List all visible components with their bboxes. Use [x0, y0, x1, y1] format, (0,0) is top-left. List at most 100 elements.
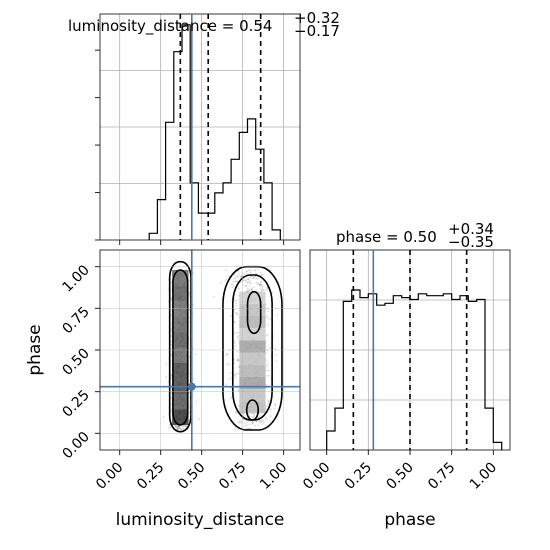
scatter-point — [250, 288, 253, 291]
scatter-point — [245, 270, 248, 273]
x-tick-label: 1.00 — [257, 460, 290, 493]
scatter-point — [176, 424, 179, 427]
scatter-point — [256, 283, 259, 286]
scatter-point — [255, 281, 258, 284]
y-tick-label: 0.00 — [59, 429, 92, 462]
scatter-point — [249, 271, 252, 274]
scatter-point — [227, 363, 230, 366]
joint-posterior-panel: 0.00 0.25 0.50 0.75 1.000.000.250.500.751.00 — [59, 249, 301, 493]
scatter-point — [248, 282, 251, 285]
x-tick-label: 0.50 — [383, 460, 416, 493]
scatter-point — [195, 400, 198, 403]
scatter-point — [237, 331, 240, 334]
scatter-point — [254, 269, 257, 272]
scatter-point — [179, 427, 182, 430]
scatter-point — [188, 279, 191, 282]
scatter-point — [244, 285, 247, 288]
scatter-point — [212, 295, 215, 298]
scatter-point — [165, 362, 168, 365]
scatter-point — [264, 417, 267, 420]
y-tick-label: 0.25 — [59, 387, 92, 420]
density-cell-right — [239, 303, 266, 316]
scatter-point — [258, 416, 261, 419]
scatter-point — [248, 289, 251, 291]
scatter-point — [236, 313, 239, 316]
x-tick-label: 0.50 — [175, 460, 208, 493]
x-tick-label: 0.00 — [300, 460, 333, 493]
scatter-point — [188, 308, 191, 311]
scatter-point — [252, 417, 255, 420]
scatter-point — [235, 275, 238, 278]
scatter-point — [276, 313, 279, 316]
scatter-point — [245, 424, 248, 427]
density-cell-left — [172, 270, 189, 286]
density-cell-left — [172, 409, 189, 425]
scatter-point — [266, 317, 269, 319]
density-cell-left — [172, 301, 189, 317]
scatter-point — [259, 414, 262, 417]
scatter-point — [237, 358, 240, 361]
scatter-point — [250, 288, 253, 291]
scatter-point — [194, 353, 196, 356]
scatter-point — [252, 276, 255, 279]
scatter-point — [251, 288, 253, 291]
density-cell-right — [239, 316, 266, 329]
scatter-point — [225, 383, 228, 386]
scatter-point — [234, 299, 237, 302]
scatter-point — [247, 278, 250, 281]
scatter-point — [268, 419, 271, 422]
scatter-point — [226, 362, 229, 365]
scatter-point — [179, 426, 181, 429]
scatter-point — [271, 292, 274, 294]
scatter-point — [245, 284, 248, 287]
scatter-point — [253, 413, 256, 416]
scatter-point — [230, 315, 233, 318]
density-cell-left — [172, 332, 189, 348]
density-cell-right — [239, 291, 266, 304]
scatter-point — [253, 269, 256, 272]
scatter-point — [176, 427, 179, 429]
scatter-point — [170, 328, 173, 330]
scatter-point — [170, 397, 173, 399]
contour-left-outer — [168, 260, 192, 433]
scatter-point — [266, 363, 269, 366]
scatter-point — [266, 418, 269, 421]
scatter-point — [225, 278, 228, 281]
panel-frame — [99, 13, 301, 241]
scatter-point — [170, 410, 173, 413]
scatter-point — [232, 280, 235, 283]
scatter-point — [226, 353, 229, 356]
scatter-point — [177, 425, 180, 428]
scatter-point — [240, 275, 243, 277]
scatter-point — [234, 280, 237, 283]
scatter-point — [165, 375, 168, 378]
scatter-point — [238, 273, 241, 276]
scatter-point — [260, 288, 262, 290]
scatter-point — [237, 270, 240, 273]
scatter-point — [233, 373, 236, 376]
scatter-point — [274, 404, 277, 407]
scatter-point — [233, 340, 236, 343]
scatter-point — [273, 407, 276, 410]
scatter-point — [234, 277, 236, 280]
scatter-point — [236, 387, 238, 390]
scatter-point — [251, 421, 254, 424]
scatter-point — [233, 362, 236, 365]
x-tick-label: 1.00 — [467, 460, 500, 493]
scatter-point — [242, 279, 245, 282]
scatter-point — [174, 426, 177, 429]
scatter-point — [275, 360, 278, 363]
scatter-point — [263, 288, 266, 291]
scatter-point — [235, 305, 238, 307]
scatter-point — [177, 425, 180, 428]
phase-title-minus: −0.35 — [448, 233, 494, 251]
scatter-point — [235, 312, 237, 314]
joint-content — [162, 260, 284, 433]
contour-left-inner — [172, 269, 189, 426]
scatter-point — [225, 353, 228, 356]
scatter-point — [198, 418, 201, 421]
scatter-point — [188, 411, 191, 414]
scatter-point — [261, 423, 264, 426]
scatter-point — [259, 271, 262, 274]
density-cell-right — [239, 352, 266, 365]
